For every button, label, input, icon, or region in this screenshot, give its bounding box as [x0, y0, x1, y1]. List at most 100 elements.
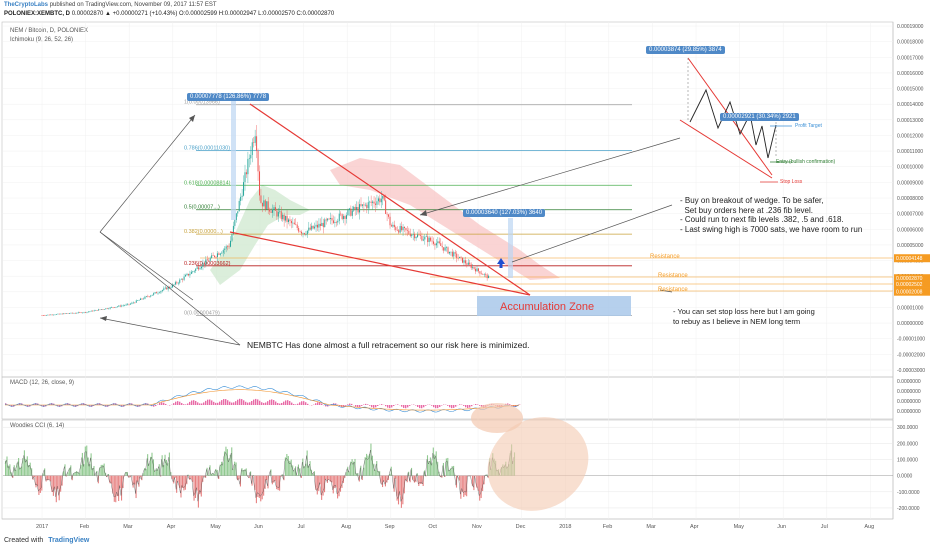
candle-body [364, 204, 366, 206]
candle-body [393, 224, 395, 228]
candle-body [112, 307, 114, 308]
cci-bar [312, 473, 314, 476]
candle-body [399, 226, 401, 233]
candle-body [447, 247, 449, 254]
measure-label-2[interactable]: 0.00003640 (127.03%) 3640 [463, 209, 546, 217]
cci-bar [154, 470, 156, 476]
cci-bar [405, 475, 407, 481]
candle-body [93, 310, 95, 312]
candle-body [114, 307, 115, 309]
candle-body [398, 230, 400, 233]
cci-bar [12, 475, 14, 478]
candle-body [274, 207, 276, 211]
cci-bar [425, 475, 427, 477]
macd-histogram-bar [345, 405, 347, 406]
cci-bar [177, 475, 179, 483]
price-tick-label: 0.00009000 [897, 180, 924, 186]
cci-bar [199, 475, 201, 495]
price-tick-label: -0.00002000 [897, 352, 925, 358]
candle-body [134, 302, 136, 304]
price-tick-label: -0.00001000 [897, 337, 925, 343]
cci-bar [432, 447, 434, 476]
cci-bar [260, 475, 262, 502]
cci-bar [190, 475, 192, 480]
candle-body [343, 216, 345, 220]
macd-histogram-bar [441, 405, 443, 406]
candle-body [476, 268, 478, 272]
tradingview-brand[interactable]: TradingView [48, 537, 90, 544]
cci-pane-title[interactable]: Woodies CCI (6, 14) [10, 423, 65, 429]
macd-histogram-bar [295, 404, 297, 405]
wedge-lower-line[interactable] [229, 231, 531, 296]
measure-label-3[interactable]: 0.00003874 (29.85%) 3874 [646, 46, 725, 54]
candle-body [138, 299, 140, 301]
candle-body [102, 309, 104, 310]
cci-bar [29, 462, 31, 476]
publish-info: published on TradingView.com, November 0… [49, 2, 217, 8]
price-tick-label: 0.00018000 [897, 40, 924, 46]
cci-bar [218, 475, 220, 479]
cci-bar [67, 472, 69, 476]
cci-bar [237, 475, 239, 481]
cci-bar [106, 475, 108, 478]
candle-body [356, 207, 358, 210]
cci-bar [273, 475, 275, 483]
macd-histogram-bar [329, 405, 331, 406]
macd-histogram-bar [103, 405, 105, 406]
cci-bar [421, 475, 423, 484]
candle-body [71, 312, 73, 314]
candle-body [328, 218, 330, 220]
cci-bar [136, 475, 139, 482]
cci-bar [36, 475, 38, 487]
cci-bar [13, 465, 15, 476]
cci-bar [151, 452, 153, 476]
symbol-label: POLONIEX:XEMBTC, D [4, 11, 71, 17]
time-tick-label: Oct [428, 524, 437, 530]
macd-histogram-bar [135, 405, 137, 407]
time-tick-label: Jun [254, 524, 263, 530]
candle-body [189, 273, 191, 276]
author-name[interactable]: TheCryptoLabs [4, 2, 49, 8]
candle-body [422, 239, 424, 241]
measure-label-4[interactable]: 0.00002921 (30.34%) 2921 [720, 113, 799, 121]
candle-body [346, 215, 347, 219]
macd-histogram-bar [347, 404, 349, 405]
macd-histogram-bar [349, 403, 351, 405]
ichimoku-indicator-label[interactable]: Ichimoku (9, 26, 52, 26) [10, 37, 74, 43]
cci-bar [396, 475, 398, 501]
price-tick-label: 0.00000000 [897, 321, 924, 327]
candle-body [140, 298, 142, 300]
cci-bar [90, 453, 92, 476]
price-tick-label: 0.00013000 [897, 118, 924, 124]
candle-body [69, 313, 71, 314]
cci-bar [355, 473, 357, 476]
cci-bar [51, 475, 53, 492]
cci-bar [400, 475, 402, 508]
cci-bar [239, 475, 241, 487]
cci-bar [258, 475, 260, 498]
measure-label-1[interactable]: 0.00007778 (126.86%) 7778 [187, 93, 270, 101]
candle-body [58, 313, 60, 315]
cci-bar [341, 475, 343, 488]
cci-bar [329, 475, 331, 482]
candle-body [288, 219, 289, 223]
stop-loss-note: - You can set stop loss here but I am go… [673, 307, 815, 326]
macd-histogram-bar [181, 403, 183, 405]
candle-body [305, 234, 307, 235]
cci-bar [445, 458, 447, 476]
macd-histogram-bar [261, 402, 263, 405]
price-axis-label-box [894, 279, 930, 288]
cci-bar [319, 475, 321, 485]
cci-bar [303, 466, 305, 476]
candle-body [311, 225, 313, 230]
cci-bar [121, 475, 123, 501]
time-tick-label: 2017 [36, 524, 48, 530]
cci-bar [234, 461, 236, 476]
candle-body [90, 310, 92, 312]
macd-histogram-bar [175, 401, 177, 405]
candle-body [215, 256, 217, 258]
wedge-upper-line[interactable] [249, 103, 531, 296]
cci-bar [157, 469, 159, 476]
candle-body [372, 201, 374, 203]
